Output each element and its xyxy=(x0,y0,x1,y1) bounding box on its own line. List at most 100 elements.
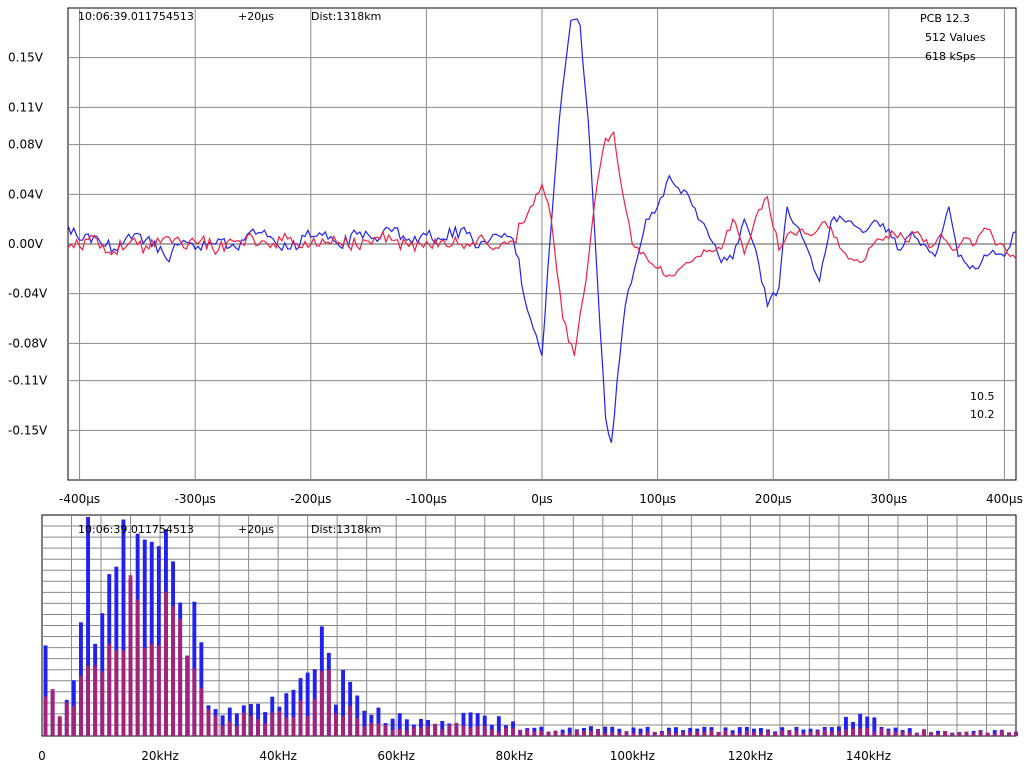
spectrum-bar-blue xyxy=(440,721,445,736)
spectrum-bar-red xyxy=(985,732,990,736)
spectrum-bar-red xyxy=(164,591,168,736)
spectrum-bar-red xyxy=(716,731,721,736)
spectrum-bar-blue xyxy=(702,726,707,736)
sample-count: 512 Values xyxy=(925,31,986,44)
spectrum-bar-red xyxy=(100,671,105,736)
spectrum-bar-red xyxy=(79,675,83,736)
spectrum-bar-blue xyxy=(801,729,806,736)
spectrum-bar-blue xyxy=(844,716,848,736)
sample-rate: 618 kSps xyxy=(925,50,976,63)
waveform-x-tick-label: 100µs xyxy=(639,492,676,506)
spectrum-bar-blue xyxy=(759,728,763,736)
spectrum-bar-red xyxy=(249,716,253,736)
spectrum-bar-red xyxy=(957,732,962,736)
spectrum-bar-red xyxy=(369,722,374,736)
spectrum-bar-blue xyxy=(43,645,48,736)
spectrum-bar-red xyxy=(489,729,494,736)
waveform-y-tick-label: 0.00V xyxy=(8,237,44,251)
spectrum-bar-red xyxy=(213,715,218,736)
spectrum-bar-red xyxy=(992,733,997,736)
waveform-timestamp: 10:06:39.011754513 xyxy=(78,10,194,23)
waveform-x-tick-label: 300µs xyxy=(870,492,907,506)
spectrum-bar-blue xyxy=(992,730,997,736)
spectrum-bar-red xyxy=(589,731,593,736)
spectrum-bar-red xyxy=(879,728,884,736)
spectrum-bar-red xyxy=(326,669,331,736)
spectrum-bar-red xyxy=(978,731,983,736)
legend-blue: 10.5 xyxy=(970,390,995,403)
spectrum-bar-red xyxy=(277,711,282,736)
spectrum-bar-red xyxy=(681,732,685,736)
spectrum-bar-red xyxy=(518,730,523,736)
spectrum-bar-red xyxy=(950,732,955,736)
spectrum-bar-red xyxy=(759,733,763,736)
spectrum-bar-red xyxy=(411,727,416,736)
spectrum-bar-red xyxy=(121,650,126,736)
spectrum-bar-red xyxy=(695,731,700,736)
spectrum-bar-red xyxy=(234,726,239,736)
waveform-y-tick-label: 0.15V xyxy=(8,51,44,65)
spectrum-bar-red xyxy=(128,575,133,736)
spectrum-bar-red xyxy=(773,733,778,736)
spectrum-bar-red xyxy=(858,728,863,736)
spectrum-bar-red xyxy=(851,728,855,736)
spectrum-bar-red xyxy=(567,733,572,736)
waveform-x-tick-label: -400µs xyxy=(59,492,100,506)
spectrum-bar-red xyxy=(943,730,948,736)
spectrum-bar-red xyxy=(171,605,175,736)
spectrum-bar-red xyxy=(43,696,48,736)
spectrum-bar-red xyxy=(305,716,310,736)
spectrum-x-tick-label: 80kHz xyxy=(495,749,533,763)
spectrum-bar-blue xyxy=(631,727,636,736)
spectrum-bar-blue xyxy=(603,726,608,736)
spectrum-bar-red xyxy=(546,731,551,736)
spectrum-bar-red xyxy=(93,665,98,736)
spectrum-bar-red xyxy=(461,725,466,736)
spectrum-bars xyxy=(43,517,1018,736)
spectrum-bar-red xyxy=(553,730,558,736)
spectrum-bar-red xyxy=(227,721,232,736)
spectrum-bar-red xyxy=(929,732,933,736)
spectrum-bar-red xyxy=(872,731,877,736)
spectrum-bar-red xyxy=(475,726,480,736)
spectrum-bar-red xyxy=(999,730,1004,736)
spectrum-bar-red xyxy=(610,732,615,736)
waveform-y-tick-label: 0.04V xyxy=(8,187,44,201)
spectrum-bar-blue xyxy=(404,719,409,736)
spectrum-bar-blue xyxy=(390,718,395,736)
spectrum-bar-red xyxy=(390,729,395,736)
waveform-y-tick-label: -0.11V xyxy=(8,374,48,388)
spectrum-tick-labels: 0 20kHz 40kHz 60kHz 80kHz 100kHz 120kHz 140kHz xyxy=(38,749,891,763)
spectrum-bar-blue xyxy=(461,712,466,736)
spectrum-bar-red xyxy=(702,731,707,736)
spectrum-bar-red xyxy=(560,733,565,736)
spectrum-bar-blue xyxy=(482,715,487,736)
spectrum-bar-red xyxy=(71,705,76,736)
spectrum-bar-red xyxy=(837,730,841,736)
waveform-x-tick-label: 400µs xyxy=(986,492,1023,506)
spectrum-bar-blue xyxy=(858,713,863,736)
spectrum-bar-blue xyxy=(567,727,572,736)
spectrum-bar-blue xyxy=(638,728,643,736)
spectrum-bar-red xyxy=(454,722,459,736)
spectrum-bar-red xyxy=(511,728,515,736)
spectrum-bar-blue xyxy=(496,716,501,736)
spectrum-bar-red xyxy=(617,732,622,736)
spectrum-bar-red xyxy=(383,724,388,736)
spectrum-plot: 0 20kHz 40kHz 60kHz 80kHz 100kHz 120kHz 140kHz … xyxy=(38,514,1018,763)
spectrum-bar-red xyxy=(730,733,735,736)
spectrum-bar-red xyxy=(192,668,197,736)
spectrum-bar-blue xyxy=(419,718,423,736)
spectrum-bar-red xyxy=(496,731,501,736)
spectrum-bar-blue xyxy=(907,728,912,736)
spectrum-bar-red xyxy=(298,700,303,736)
waveform-x-tick-label: -300µs xyxy=(175,492,216,506)
spectrum-bar-red xyxy=(574,730,579,736)
spectrum-bar-red xyxy=(922,730,926,736)
spectrum-bar-blue xyxy=(645,726,650,736)
spectrum-bar-blue xyxy=(865,716,870,736)
spectrum-bar-blue xyxy=(475,713,480,736)
spectrum-bar-red xyxy=(815,730,820,736)
spectrum-bar-red xyxy=(532,731,537,736)
